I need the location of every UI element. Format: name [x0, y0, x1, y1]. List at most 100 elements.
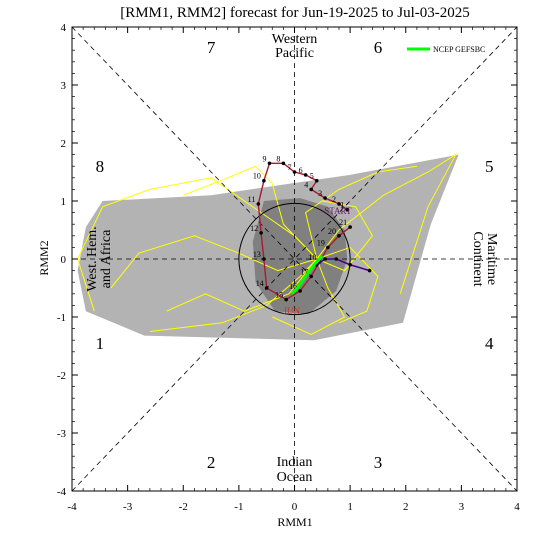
unit-circle [238, 202, 351, 316]
ensemble-mean-track [290, 255, 324, 295]
observed-point-9 [267, 161, 272, 166]
region-right-line1: Maritime [484, 233, 499, 285]
observed-point-4 [309, 187, 313, 192]
observed-point-15 [284, 297, 288, 302]
day-label-18: 18 [309, 253, 317, 262]
observed-point-19 [326, 245, 330, 250]
x-tick-label-3: -1 [234, 501, 243, 513]
phase-label-2: 2 [207, 453, 216, 472]
region-bottom-line2: Ocean [277, 470, 313, 485]
day-label-16: 16 [289, 282, 297, 291]
day-label-7: 7 [288, 163, 292, 172]
x-tick-label-0: -4 [67, 501, 77, 513]
y-tick-label-3: -1 [57, 312, 66, 324]
member-track-5 [183, 165, 318, 260]
start-track-point-2 [348, 263, 352, 267]
observed-point-6 [303, 173, 308, 177]
region-right-line2: Continent [470, 231, 485, 286]
observed-point-3 [323, 196, 327, 200]
observed-point-12 [259, 231, 263, 235]
annotation-jun: JUN [283, 306, 300, 316]
day-label-2: 2 [332, 195, 336, 204]
day-label-5: 5 [310, 172, 314, 181]
observed-point-10 [262, 178, 266, 183]
x-tick-label-7: 3 [459, 501, 465, 513]
observed-point-13 [262, 257, 266, 261]
region-bottom-line1: Indian [277, 455, 313, 470]
region-left-line1: West. Hem. [85, 226, 100, 291]
x-tick-label-5: 1 [347, 501, 353, 513]
phase-label-5: 5 [485, 157, 494, 176]
x-axis-label: RMM1 [277, 515, 312, 529]
x-tick-label-8: 4 [514, 501, 520, 513]
day-label-6: 6 [299, 166, 303, 175]
y-tick-label-4: 0 [61, 254, 67, 266]
region-top-line2: Pacific [275, 46, 314, 61]
y-tick-label-5: 1 [61, 196, 67, 208]
day-label-14: 14 [256, 279, 264, 288]
start-track-point-4 [323, 257, 327, 261]
observed-point-11 [256, 202, 261, 206]
observed-point-8 [281, 161, 286, 166]
y-tick-label-6: 2 [61, 138, 67, 150]
y-tick-label-7: 3 [61, 80, 67, 92]
observed-point-2 [337, 202, 341, 206]
observed-point-16 [298, 289, 302, 293]
region-left-line2: and Africa [99, 229, 114, 288]
x-tick-label-4: 0 [292, 501, 298, 513]
x-tick-label-2: -2 [179, 501, 188, 513]
observed-point-20 [337, 234, 341, 238]
observed-point-14 [264, 286, 269, 290]
day-label-13: 13 [253, 250, 261, 259]
day-label-15: 15 [275, 291, 283, 300]
day-label-4: 4 [304, 180, 308, 189]
observed-point-5 [314, 178, 319, 183]
legend-label: NCEP GEFSBC [433, 45, 485, 54]
day-label-12: 12 [250, 224, 258, 233]
member-track-8 [305, 165, 417, 260]
diagonal-line-2 [71, 26, 518, 492]
y-axis-label: RMM2 [37, 240, 51, 275]
member-track-6 [316, 246, 379, 324]
observed-point-17 [309, 274, 313, 279]
phase-label-3: 3 [374, 453, 383, 472]
day-label-10: 10 [253, 172, 261, 181]
member-track-10 [316, 200, 374, 272]
y-tick-label-8: 4 [61, 22, 67, 34]
annotation-start: START [324, 206, 352, 216]
phase-label-4: 4 [485, 334, 494, 353]
phase-label-1: 1 [96, 334, 105, 353]
region-top-line1: Western [272, 32, 318, 47]
start-track-point-1 [367, 268, 372, 273]
chart-title: [RMM1, RMM2] forecast for Jun-19-2025 to… [120, 5, 470, 21]
day-label-3: 3 [318, 189, 322, 198]
day-label-19: 19 [317, 238, 325, 247]
phase-label-6: 6 [374, 38, 383, 57]
inner-spread-polygon [252, 198, 348, 315]
observed-point-7 [292, 170, 297, 174]
y-tick-label-2: -2 [57, 370, 66, 382]
observed-point-1 [345, 207, 350, 212]
day-label-1: 1 [340, 201, 344, 210]
day-label-9: 9 [262, 154, 266, 163]
day-label-20: 20 [328, 227, 336, 236]
plot-area: 123456789101112131415161718192021STARTJU… [57, 22, 520, 513]
y-tick-label-1: -3 [57, 428, 67, 440]
day-label-11: 11 [248, 195, 256, 204]
observed-point-21 [348, 225, 352, 229]
diagonal-line-1 [71, 26, 518, 492]
x-tick-label-1: -3 [123, 501, 133, 513]
member-track-9 [166, 258, 318, 312]
day-label-8: 8 [276, 154, 280, 163]
y-tick-label-0: -4 [57, 486, 67, 498]
day-label-17: 17 [300, 267, 308, 276]
start-track-point-3 [334, 257, 339, 261]
member-track-4 [272, 258, 346, 335]
day-label-21: 21 [339, 218, 347, 227]
member-track-3 [316, 153, 458, 294]
x-tick-label-6: 2 [403, 501, 409, 513]
phase-label-8: 8 [96, 157, 105, 176]
member-track-7 [110, 235, 317, 289]
member-track-1 [77, 177, 318, 312]
